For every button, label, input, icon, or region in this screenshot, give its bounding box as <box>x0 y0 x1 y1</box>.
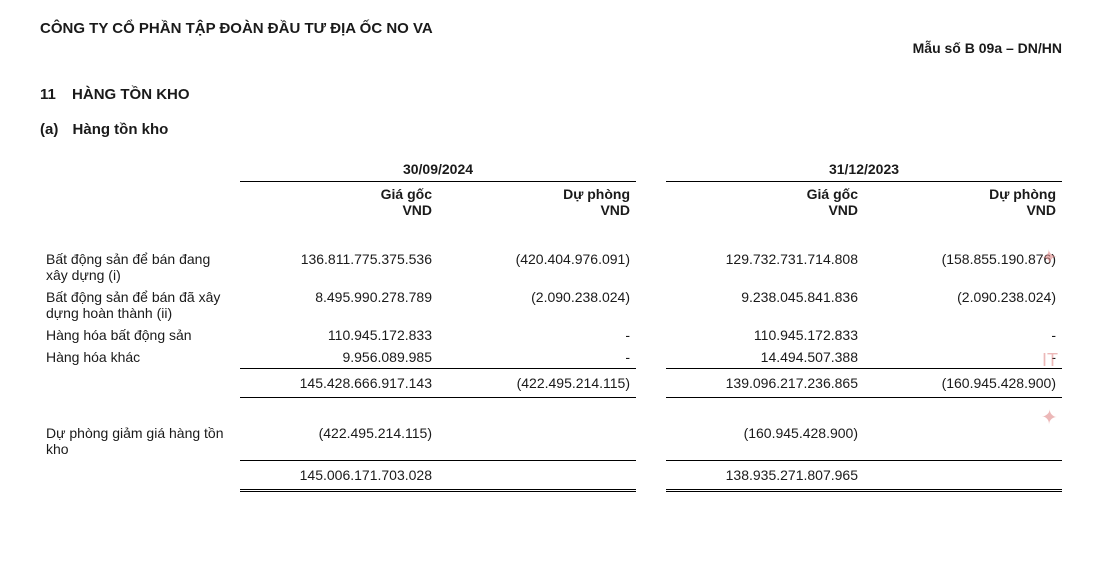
page: CÔNG TY CỔ PHẦN TẬP ĐOÀN ĐẦU TƯ ĐỊA ỐC N… <box>40 20 1062 492</box>
row-label: Bất động sản để bán đang xây dựng (i) <box>40 248 240 286</box>
inventory-table: 30/09/2024 31/12/2023 Giá gốc Dự phòng G… <box>40 158 1062 492</box>
table-row: Bất động sản để bán đang xây dựng (i) 13… <box>40 248 1062 286</box>
cell: - <box>864 324 1062 346</box>
cell: 8.495.990.278.789 <box>240 286 438 324</box>
col-prov-2: Dự phòng <box>864 182 1062 203</box>
subsection-title: Hàng tồn kho <box>73 121 169 138</box>
cell <box>438 460 636 490</box>
cell: (160.945.428.900) <box>666 422 864 460</box>
unit-2a: VND <box>666 202 864 224</box>
cell: (2.090.238.024) <box>864 286 1062 324</box>
cell: (2.090.238.024) <box>438 286 636 324</box>
company-name: CÔNG TY CỔ PHẦN TẬP ĐOÀN ĐẦU TƯ ĐỊA ỐC N… <box>40 20 433 37</box>
cell: 9.956.089.985 <box>240 346 438 369</box>
cell: 145.006.171.703.028 <box>240 460 438 490</box>
cell: (422.495.214.115) <box>240 422 438 460</box>
form-code: Mẫu số B 09a – DN/HN <box>913 40 1062 56</box>
section-title: HÀNG TỒN KHO <box>72 86 190 103</box>
row-label: Dự phòng giảm giá hàng tồn kho <box>40 422 240 460</box>
table-row: Hàng hóa bất động sản 110.945.172.833 - … <box>40 324 1062 346</box>
provision-row: Dự phòng giảm giá hàng tồn kho (422.495.… <box>40 422 1062 460</box>
cell <box>864 422 1062 460</box>
subtotal-row: 145.428.666.917.143 (422.495.214.115) 13… <box>40 369 1062 398</box>
cell: - <box>438 324 636 346</box>
subsection-heading: (a) Hàng tồn kho <box>40 121 1062 138</box>
table-row: Bất động sản để bán đã xây dựng hoàn thà… <box>40 286 1062 324</box>
table-row: Hàng hóa khác 9.956.089.985 - 14.494.507… <box>40 346 1062 369</box>
cell: 110.945.172.833 <box>240 324 438 346</box>
cell: (158.855.190.876) <box>864 248 1062 286</box>
row-label: Bất động sản để bán đã xây dựng hoàn thà… <box>40 286 240 324</box>
cell: (160.945.428.900) <box>864 369 1062 398</box>
cell: 110.945.172.833 <box>666 324 864 346</box>
period-2-header: 31/12/2023 <box>666 158 1062 182</box>
cell <box>438 422 636 460</box>
col-prov-1: Dự phòng <box>438 182 636 203</box>
cell: - <box>864 346 1062 369</box>
cell: - <box>438 346 636 369</box>
unit-2b: VND <box>864 202 1062 224</box>
cell: 138.935.271.807.965 <box>666 460 864 490</box>
cell: 145.428.666.917.143 <box>240 369 438 398</box>
period-1-header: 30/09/2024 <box>240 158 636 182</box>
row-label: Hàng hóa khác <box>40 346 240 369</box>
unit-1a: VND <box>240 202 438 224</box>
cell: (422.495.214.115) <box>438 369 636 398</box>
col-cost-1: Giá gốc <box>240 182 438 203</box>
cell: 136.811.775.375.536 <box>240 248 438 286</box>
header: CÔNG TY CỔ PHẦN TẬP ĐOÀN ĐẦU TƯ ĐỊA ỐC N… <box>40 20 1062 56</box>
cell: 14.494.507.388 <box>666 346 864 369</box>
cell: 9.238.045.841.836 <box>666 286 864 324</box>
cell: (420.404.976.091) <box>438 248 636 286</box>
subsection-label: (a) <box>40 121 58 138</box>
cell: 139.096.217.236.865 <box>666 369 864 398</box>
unit-1b: VND <box>438 202 636 224</box>
cell <box>864 460 1062 490</box>
row-label: Hàng hóa bất động sản <box>40 324 240 346</box>
cell: 129.732.731.714.808 <box>666 248 864 286</box>
col-cost-2: Giá gốc <box>666 182 864 203</box>
grand-total-row: 145.006.171.703.028 138.935.271.807.965 <box>40 460 1062 490</box>
section-number: 11 <box>40 86 56 103</box>
section-heading: 11 HÀNG TỒN KHO <box>40 86 1062 103</box>
